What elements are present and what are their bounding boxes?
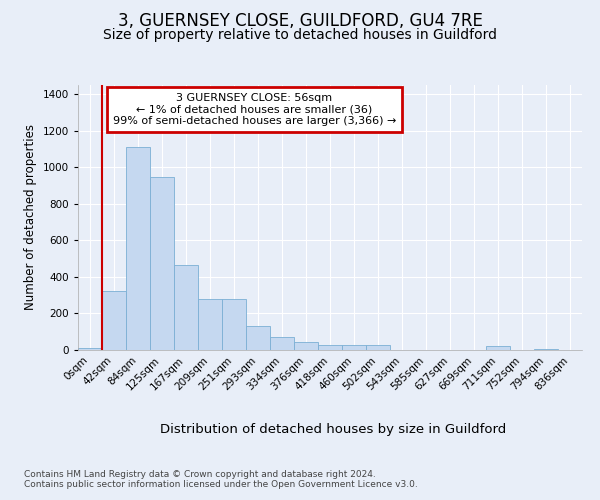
Bar bbox=[174, 265, 198, 350]
Y-axis label: Number of detached properties: Number of detached properties bbox=[24, 124, 37, 310]
Text: 3, GUERNSEY CLOSE, GUILDFORD, GU4 7RE: 3, GUERNSEY CLOSE, GUILDFORD, GU4 7RE bbox=[118, 12, 482, 30]
Text: Contains public sector information licensed under the Open Government Licence v3: Contains public sector information licen… bbox=[24, 480, 418, 489]
Bar bbox=[198, 299, 222, 350]
Bar bbox=[342, 346, 366, 350]
Bar bbox=[126, 147, 150, 350]
Bar bbox=[366, 346, 390, 350]
Bar bbox=[78, 348, 102, 350]
Bar bbox=[102, 290, 126, 350]
Text: Contains HM Land Registry data © Crown copyright and database right 2024.: Contains HM Land Registry data © Crown c… bbox=[24, 470, 376, 479]
Bar bbox=[222, 299, 246, 350]
Bar bbox=[294, 342, 318, 350]
Bar bbox=[486, 346, 510, 350]
Bar bbox=[270, 337, 294, 350]
Text: Size of property relative to detached houses in Guildford: Size of property relative to detached ho… bbox=[103, 28, 497, 42]
Text: Distribution of detached houses by size in Guildford: Distribution of detached houses by size … bbox=[160, 422, 506, 436]
Bar bbox=[150, 178, 174, 350]
Bar bbox=[318, 346, 342, 350]
Bar bbox=[246, 326, 270, 350]
Bar bbox=[534, 349, 558, 350]
Text: 3 GUERNSEY CLOSE: 56sqm
← 1% of detached houses are smaller (36)
99% of semi-det: 3 GUERNSEY CLOSE: 56sqm ← 1% of detached… bbox=[113, 93, 396, 126]
